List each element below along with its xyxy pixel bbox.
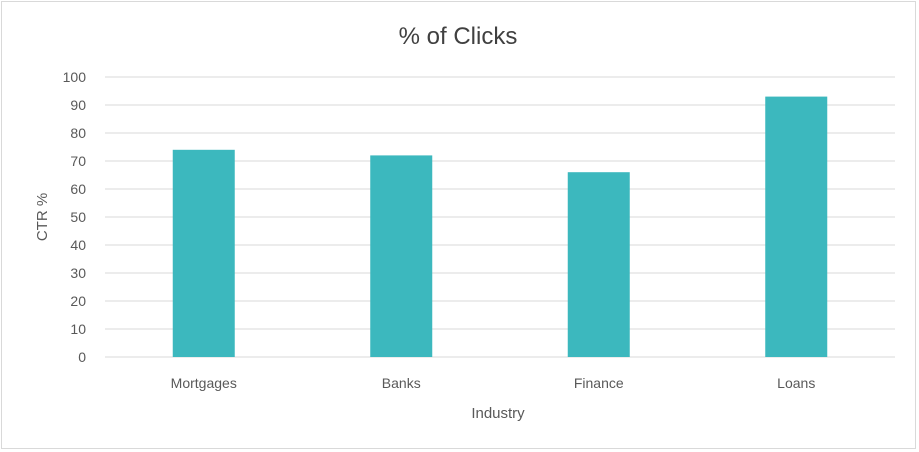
y-tick-label: 20 — [70, 293, 86, 309]
bar-mortgages — [172, 149, 235, 357]
bar-banks — [370, 155, 433, 357]
y-tick-labels: 0 10 20 30 40 50 60 70 80 90 100 — [63, 69, 87, 365]
y-tick-label: 90 — [70, 97, 86, 113]
y-tick-label: 0 — [78, 349, 86, 365]
gridlines — [105, 76, 895, 358]
y-tick-label: 100 — [63, 69, 87, 85]
x-tick-labels: Mortgages Banks Finance Loans — [171, 375, 816, 391]
x-tick-label: Finance — [574, 375, 624, 391]
x-tick-label: Mortgages — [171, 375, 237, 391]
x-tick-label: Loans — [777, 375, 815, 391]
bars — [172, 96, 828, 357]
x-axis-label: Industry — [471, 405, 525, 422]
y-tick-label: 60 — [70, 181, 86, 197]
y-tick-label: 30 — [70, 265, 86, 281]
bar-loans — [765, 96, 828, 357]
x-tick-label: Banks — [382, 375, 421, 391]
y-tick-label: 40 — [70, 237, 86, 253]
chart-title: % of Clicks — [399, 23, 518, 50]
y-tick-label: 70 — [70, 153, 86, 169]
y-tick-label: 50 — [70, 209, 86, 225]
y-axis-label: CTR % — [34, 193, 51, 241]
bar-finance — [567, 172, 630, 357]
y-tick-label: 80 — [70, 125, 86, 141]
y-tick-label: 10 — [70, 321, 86, 337]
